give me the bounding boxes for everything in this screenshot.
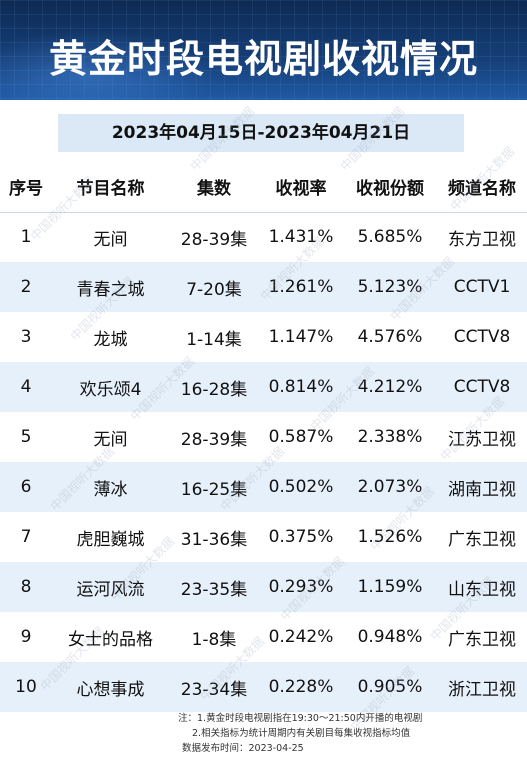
cell-share: 2.338% (343, 412, 437, 462)
table-row: 7 虎胆巍城 31-36集 0.375% 1.526% 广东卫视 (0, 512, 527, 562)
cell-share: 1.526% (343, 512, 437, 562)
cell-name: 龙城 (52, 312, 169, 362)
cell-rank: 3 (0, 312, 52, 362)
cell-channel: CCTV8 (437, 312, 527, 362)
cell-rating: 0.502% (259, 462, 343, 512)
cell-name: 虎胆巍城 (52, 512, 169, 562)
cell-episodes: 1-14集 (169, 312, 259, 362)
cell-name: 青春之城 (52, 262, 169, 312)
cell-channel: 东方卫视 (437, 212, 527, 262)
cell-share: 0.948% (343, 612, 437, 662)
cell-episodes: 16-25集 (169, 462, 259, 512)
cell-name: 女士的品格 (52, 612, 169, 662)
cell-rating: 0.375% (259, 512, 343, 562)
cell-rank: 10 (0, 662, 52, 712)
table-row: 8 运河风流 23-35集 0.293% 1.159% 山东卫视 (0, 562, 527, 612)
header-rank: 序号 (0, 162, 52, 212)
date-range: 2023年04月15日-2023年04月21日 (58, 114, 464, 152)
table-row: 6 薄冰 16-25集 0.502% 2.073% 湖南卫视 (0, 462, 527, 512)
cell-channel: CCTV8 (437, 362, 527, 412)
table-header-row: 序号 节目名称 集数 收视率 收视份额 频道名称 (0, 162, 527, 212)
footnote-1: 注：1.黄金时段电视剧指在19:30～21:50内开播的电视剧 (178, 713, 423, 724)
cell-rank: 6 (0, 462, 52, 512)
cell-name: 薄冰 (52, 462, 169, 512)
cell-name: 运河风流 (52, 562, 169, 612)
cell-share: 4.576% (343, 312, 437, 362)
cell-rating: 1.431% (259, 212, 343, 262)
cell-name: 心想事成 (52, 662, 169, 712)
table-row: 3 龙城 1-14集 1.147% 4.576% CCTV8 (0, 312, 527, 362)
table-row: 4 欢乐颂4 16-28集 0.814% 4.212% CCTV8 (0, 362, 527, 412)
cell-episodes: 28-39集 (169, 412, 259, 462)
header-banner: 黄金时段电视剧收视情况 (0, 0, 527, 100)
footnotes: 注：1.黄金时段电视剧指在19:30～21:50内开播的电视剧 2.相关指标为统… (178, 711, 518, 756)
cell-rank: 7 (0, 512, 52, 562)
cell-rank: 9 (0, 612, 52, 662)
cell-rating: 0.242% (259, 612, 343, 662)
cell-episodes: 23-34集 (169, 662, 259, 712)
cell-channel: CCTV1 (437, 262, 527, 312)
ratings-table: 序号 节目名称 集数 收视率 收视份额 频道名称 1 无间 28-39集 1.4… (0, 162, 527, 712)
header-grid-pattern (0, 0, 527, 100)
header-episodes: 集数 (169, 162, 259, 212)
cell-episodes: 1-8集 (169, 612, 259, 662)
cell-share: 0.905% (343, 662, 437, 712)
cell-rating: 0.814% (259, 362, 343, 412)
cell-rank: 1 (0, 212, 52, 262)
header-rating: 收视率 (259, 162, 343, 212)
cell-share: 1.159% (343, 562, 437, 612)
header-name: 节目名称 (52, 162, 169, 212)
cell-rating: 0.587% (259, 412, 343, 462)
page-title: 黄金时段电视剧收视情况 (48, 37, 478, 81)
cell-rating: 0.293% (259, 562, 343, 612)
cell-episodes: 16-28集 (169, 362, 259, 412)
cell-channel: 浙江卫视 (437, 662, 527, 712)
cell-channel: 湖南卫视 (437, 462, 527, 512)
cell-share: 4.212% (343, 362, 437, 412)
cell-episodes: 31-36集 (169, 512, 259, 562)
header-glow (0, 30, 220, 100)
table-row: 9 女士的品格 1-8集 0.242% 0.948% 广东卫视 (0, 612, 527, 662)
cell-share: 5.685% (343, 212, 437, 262)
cell-episodes: 7-20集 (169, 262, 259, 312)
cell-channel: 山东卫视 (437, 562, 527, 612)
table-row: 10 心想事成 23-34集 0.228% 0.905% 浙江卫视 (0, 662, 527, 712)
table-row: 1 无间 28-39集 1.431% 5.685% 东方卫视 (0, 212, 527, 262)
publish-date: 数据发布时间：2023-04-25 (182, 743, 304, 754)
cell-share: 2.073% (343, 462, 437, 512)
footnote-2: 2.相关指标为统计周期内有关剧目每集收视指标均值 (192, 728, 411, 739)
header-channel: 频道名称 (437, 162, 527, 212)
cell-channel: 广东卫视 (437, 612, 527, 662)
cell-name: 无间 (52, 412, 169, 462)
table-row: 2 青春之城 7-20集 1.261% 5.123% CCTV1 (0, 262, 527, 312)
cell-rank: 8 (0, 562, 52, 612)
cell-rating: 1.261% (259, 262, 343, 312)
cell-rank: 5 (0, 412, 52, 462)
table-row: 5 无间 28-39集 0.587% 2.338% 江苏卫视 (0, 412, 527, 462)
cell-channel: 江苏卫视 (437, 412, 527, 462)
cell-rank: 2 (0, 262, 52, 312)
cell-share: 5.123% (343, 262, 437, 312)
header-share: 收视份额 (343, 162, 437, 212)
cell-episodes: 28-39集 (169, 212, 259, 262)
cell-name: 无间 (52, 212, 169, 262)
cell-rating: 0.228% (259, 662, 343, 712)
cell-rank: 4 (0, 362, 52, 412)
cell-episodes: 23-35集 (169, 562, 259, 612)
cell-channel: 广东卫视 (437, 512, 527, 562)
cell-name: 欢乐颂4 (52, 362, 169, 412)
cell-rating: 1.147% (259, 312, 343, 362)
